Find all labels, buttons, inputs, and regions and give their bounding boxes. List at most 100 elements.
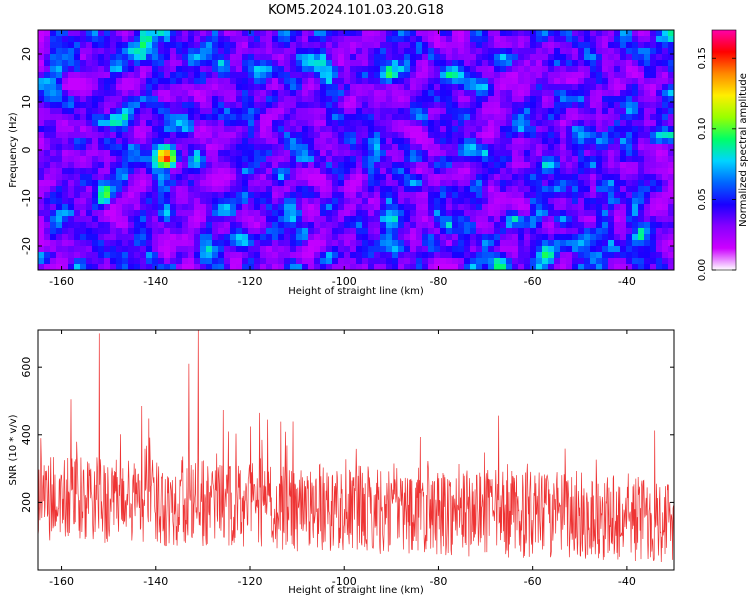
heatmap-cell — [476, 216, 483, 223]
heatmap-cell — [368, 36, 375, 43]
heatmap-cell — [56, 234, 63, 241]
heatmap-cell — [494, 240, 501, 247]
heatmap-cell — [542, 42, 549, 49]
heatmap-cell — [182, 222, 189, 229]
heatmap-cell — [446, 132, 453, 139]
heatmap-cell — [596, 60, 603, 67]
heatmap-cell — [344, 78, 351, 85]
heatmap-cell — [332, 84, 339, 91]
heatmap-cell — [404, 108, 411, 115]
heatmap-cell — [536, 228, 543, 235]
heatmap-cell — [548, 60, 555, 67]
heatmap-cell — [278, 72, 285, 79]
heatmap-cell — [422, 54, 429, 61]
heatmap-cell — [152, 66, 159, 73]
heatmap-cell — [512, 54, 519, 61]
heatmap-cell — [344, 192, 351, 199]
heatmap-cell — [308, 204, 315, 211]
heatmap-cell — [230, 30, 237, 37]
heatmap-cell — [236, 54, 243, 61]
heatmap-cell — [416, 150, 423, 157]
heatmap-cell — [260, 228, 267, 235]
heatmap-cell — [218, 264, 225, 270]
heatmap-cell — [200, 240, 207, 247]
heatmap-cell — [302, 120, 309, 127]
heatmap-cell — [458, 180, 465, 187]
heatmap-cell — [584, 264, 591, 270]
heatmap-cell — [584, 84, 591, 91]
heatmap-cell — [410, 78, 417, 85]
heatmap-cell — [374, 66, 381, 73]
heatmap-cell — [524, 42, 531, 49]
heatmap-cell — [428, 228, 435, 235]
heatmap-cell — [362, 156, 369, 163]
heatmap-cell — [422, 168, 429, 175]
heatmap-cell — [374, 246, 381, 253]
heatmap-cell — [152, 210, 159, 217]
heatmap-cell — [662, 252, 669, 259]
heatmap-cell — [452, 132, 459, 139]
heatmap-cell — [632, 48, 639, 55]
heatmap-cell — [428, 60, 435, 67]
heatmap-cell — [362, 102, 369, 109]
heatmap-cell — [368, 72, 375, 79]
heatmap-cell — [464, 168, 471, 175]
heatmap-cell — [140, 48, 147, 55]
heatmap-cell — [560, 48, 567, 55]
heatmap-cell — [500, 132, 507, 139]
heatmap-cell — [146, 168, 153, 175]
heatmap-cell — [314, 78, 321, 85]
heatmap-cell — [170, 198, 177, 205]
heatmap-cell — [584, 66, 591, 73]
heatmap-cell — [104, 78, 111, 85]
heatmap-cell — [44, 48, 51, 55]
heatmap-cell — [158, 120, 165, 127]
heatmap-cell — [236, 174, 243, 181]
heatmap-cell — [164, 192, 171, 199]
heatmap-cell — [230, 144, 237, 151]
heatmap-cell — [236, 108, 243, 115]
heatmap-cell — [122, 192, 129, 199]
heatmap-cell — [488, 36, 495, 43]
heatmap-cell — [218, 96, 225, 103]
heatmap-cell — [314, 180, 321, 187]
heatmap-cell — [98, 258, 105, 265]
heatmap-cell — [608, 150, 615, 157]
heatmap-cell — [212, 180, 219, 187]
heatmap-cell — [230, 228, 237, 235]
heatmap-cell — [476, 30, 483, 37]
heatmap-cell — [110, 126, 117, 133]
heatmap-cell — [452, 138, 459, 145]
heatmap-cell — [44, 54, 51, 61]
heatmap-cell — [104, 126, 111, 133]
heatmap-cell — [278, 54, 285, 61]
heatmap-cell — [476, 222, 483, 229]
heatmap-cell — [602, 132, 609, 139]
heatmap-cell — [452, 204, 459, 211]
colorbar-tick-label: 0.00 — [697, 259, 708, 281]
heatmap-cell — [302, 162, 309, 169]
heatmap-cell — [596, 114, 603, 121]
heatmap-cell — [206, 264, 213, 270]
heatmap-cell — [110, 264, 117, 270]
heatmap-cell — [170, 138, 177, 145]
heatmap-cell — [38, 78, 45, 85]
heatmap-cell — [518, 54, 525, 61]
heatmap-cell — [266, 114, 273, 121]
heatmap-cell — [614, 228, 621, 235]
heatmap-cell — [668, 72, 674, 79]
heatmap-cell — [290, 198, 297, 205]
heatmap-cell — [344, 120, 351, 127]
heatmap-cell — [182, 48, 189, 55]
heatmap-cell — [644, 126, 651, 133]
heatmap-cell — [98, 198, 105, 205]
heatmap-cell — [386, 162, 393, 169]
heatmap-cell — [356, 138, 363, 145]
heatmap-cell — [440, 246, 447, 253]
heatmap-cell — [530, 258, 537, 265]
heatmap-cell — [668, 228, 674, 235]
heatmap-cell — [122, 138, 129, 145]
heatmap-cell — [50, 138, 57, 145]
heatmap-cell — [194, 72, 201, 79]
heatmap-cell — [242, 144, 249, 151]
